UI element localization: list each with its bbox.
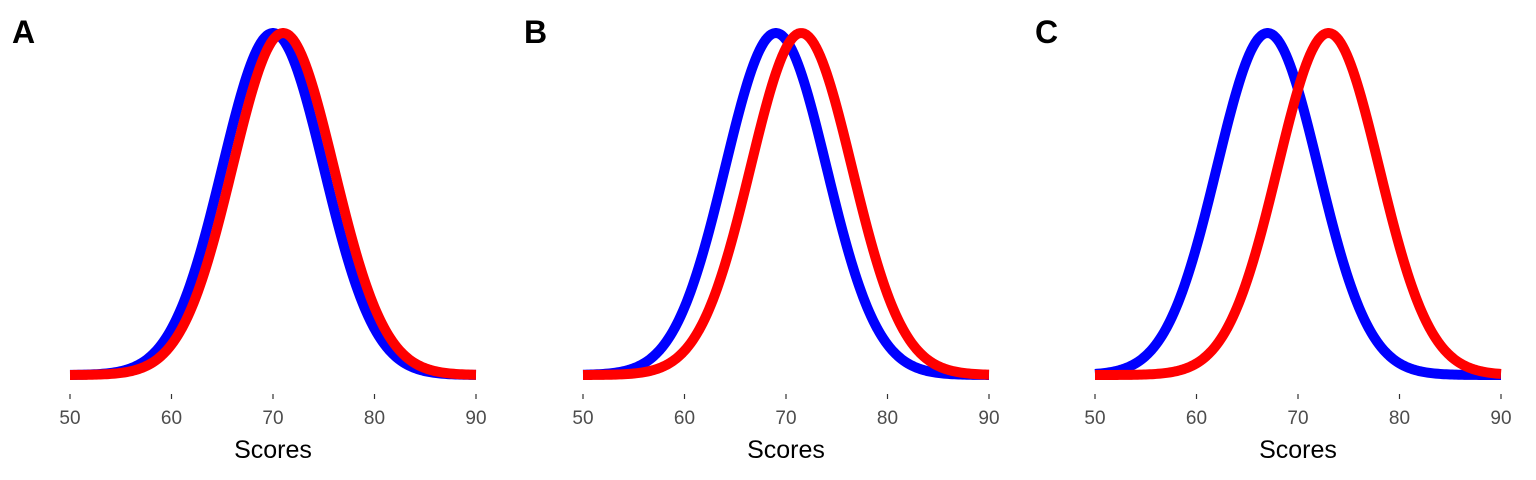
panel-b: B 50 60 70 80 90 Scores <box>524 14 1000 464</box>
panel-a-x-tick-label-90: 90 <box>465 408 486 429</box>
panel-b-x-tick-label-80: 80 <box>877 408 898 429</box>
panel-b-x-tick-label-60: 60 <box>674 408 695 429</box>
panel-a-blue-curve <box>67 28 479 380</box>
panel-c-x-axis-title: Scores <box>1259 436 1337 464</box>
panel-a: A 50 60 70 80 90 Scores <box>12 14 487 464</box>
panel-a-x-tick-label-80: 80 <box>364 408 385 429</box>
panel-b-blue-curve <box>580 28 992 380</box>
panel-b-x-axis-title: Scores <box>747 436 825 464</box>
panel-b-x-tick-label-90: 90 <box>978 408 999 429</box>
panel-c-x-tick-label-70: 70 <box>1287 408 1308 429</box>
panel-c-x-tick-label-60: 60 <box>1186 408 1207 429</box>
panel-a-x-tick-label-60: 60 <box>161 408 182 429</box>
panel-a-x-axis-title: Scores <box>234 436 312 464</box>
panel-b-label: B <box>524 14 547 50</box>
panel-b-x-tick-label-50: 50 <box>572 408 593 429</box>
panel-c: C 50 60 70 80 90 Scores <box>1035 14 1512 464</box>
panel-b-x-tick-label-70: 70 <box>775 408 796 429</box>
panel-b-red-curve <box>580 28 992 380</box>
panel-c-x-tick-label-90: 90 <box>1490 408 1511 429</box>
panel-c-x-tick-label-80: 80 <box>1389 408 1410 429</box>
panel-a-x-tick-label-50: 50 <box>59 408 80 429</box>
panel-a-label: A <box>12 14 35 50</box>
panel-c-label: C <box>1035 14 1058 50</box>
panel-a-x-tick-label-70: 70 <box>262 408 283 429</box>
panel-c-red-curve <box>1092 28 1504 380</box>
panel-c-x-tick-label-50: 50 <box>1084 408 1105 429</box>
panel-a-red-curve <box>67 28 479 380</box>
